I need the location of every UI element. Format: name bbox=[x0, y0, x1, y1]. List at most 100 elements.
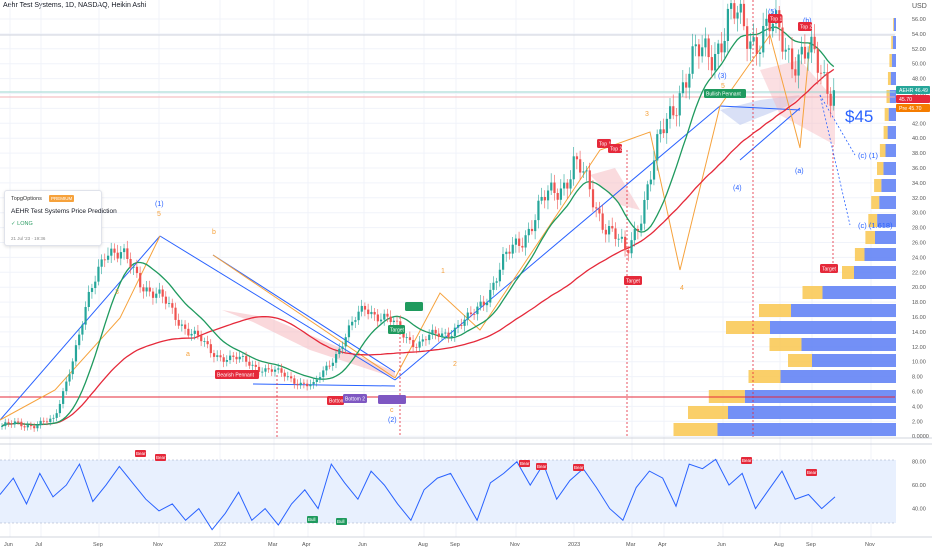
candle-body bbox=[768, 18, 771, 32]
candle-body bbox=[280, 368, 283, 373]
candle-body bbox=[524, 235, 527, 248]
y-tick-label: 20.00 bbox=[912, 285, 926, 291]
x-tick-label: Nov bbox=[153, 542, 163, 548]
vp-bar-down bbox=[673, 423, 718, 436]
candle-body bbox=[819, 72, 823, 74]
candle-body bbox=[318, 377, 322, 380]
candle-body bbox=[508, 251, 511, 254]
annotation-label: Bottom bbox=[329, 399, 345, 405]
vp-bar-up bbox=[883, 162, 896, 175]
candle-body bbox=[23, 426, 26, 428]
rsi-marker-label: Bear bbox=[574, 465, 584, 470]
vp-bar-up bbox=[854, 266, 896, 279]
annotation-badge bbox=[704, 89, 746, 98]
wave-label: (5) bbox=[768, 9, 777, 16]
candle-body bbox=[672, 106, 675, 116]
candle-body bbox=[312, 381, 315, 385]
vp-bar-up bbox=[770, 321, 896, 334]
candle-body bbox=[450, 335, 453, 338]
candle-body bbox=[235, 356, 238, 360]
prediction-card[interactable]: TopgOptions PREMIUM AEHR Test Systems Pr… bbox=[4, 190, 117, 246]
annotation-badge bbox=[624, 276, 642, 285]
candle-body bbox=[193, 330, 196, 334]
vp-bar-up bbox=[875, 231, 896, 244]
candle-body bbox=[126, 248, 129, 259]
candle-body bbox=[633, 229, 636, 241]
candle-body bbox=[177, 319, 180, 326]
y-tick-label: 26.00 bbox=[912, 241, 926, 247]
rsi-marker-label: Bear bbox=[742, 458, 752, 463]
candle-body bbox=[261, 371, 264, 373]
card-title: AEHR Test Systems Price Prediction bbox=[11, 208, 117, 215]
candle-body bbox=[241, 356, 245, 357]
vp-bar-up bbox=[887, 126, 896, 139]
candle-body bbox=[363, 305, 367, 310]
candle-body bbox=[26, 425, 29, 428]
candle-body bbox=[460, 324, 463, 326]
bullish-pennant-shade bbox=[720, 95, 800, 125]
candle-body bbox=[479, 301, 482, 307]
price-tag bbox=[896, 104, 930, 112]
annotation-label: Target bbox=[626, 279, 641, 285]
candle-body bbox=[129, 258, 132, 268]
candle-body bbox=[219, 355, 222, 358]
x-tick-label: Aug bbox=[774, 542, 784, 548]
vp-bar-up bbox=[892, 36, 896, 49]
candle-body bbox=[569, 179, 572, 189]
candle-body bbox=[595, 207, 598, 209]
candle-body bbox=[784, 49, 787, 52]
candle-body bbox=[428, 334, 431, 341]
candle-body bbox=[52, 417, 55, 419]
candle-body bbox=[106, 255, 110, 260]
candle-body bbox=[437, 333, 440, 337]
candle-body bbox=[787, 48, 791, 50]
vp-bar-down bbox=[759, 304, 791, 317]
candle-body bbox=[620, 236, 624, 239]
wave-label: (3) bbox=[718, 73, 727, 80]
rsi-marker-label: Bear bbox=[807, 470, 817, 475]
candle-body bbox=[781, 27, 784, 52]
candle-body bbox=[652, 160, 656, 180]
y-tick-label: 32.00 bbox=[912, 196, 926, 202]
candle-body bbox=[139, 273, 142, 288]
annotation-badge bbox=[378, 395, 406, 404]
long-label: ✓ LONG bbox=[11, 221, 33, 227]
candle-body bbox=[710, 57, 713, 71]
vp-bar-up bbox=[891, 54, 896, 67]
vp-bar-down bbox=[769, 338, 802, 351]
candle-body bbox=[505, 251, 508, 255]
candle-body bbox=[1, 426, 4, 427]
candle-body bbox=[383, 313, 386, 320]
annotation-label: Target bbox=[822, 267, 837, 273]
candle-body bbox=[726, 8, 730, 41]
candle-body bbox=[344, 337, 347, 347]
vp-bar-down bbox=[887, 72, 891, 85]
rsi-marker-label: Bear bbox=[537, 464, 547, 469]
candle-body bbox=[469, 312, 473, 314]
candle-body bbox=[765, 18, 768, 26]
rsi-marker-label: Bear bbox=[520, 461, 530, 466]
y-tick-label: 38.00 bbox=[912, 151, 926, 157]
annotation-label: Target bbox=[390, 328, 405, 334]
candle-body bbox=[601, 213, 604, 230]
wave-label: (2) bbox=[388, 417, 397, 424]
vp-bar-up bbox=[888, 108, 896, 121]
candle-body bbox=[669, 106, 672, 119]
candle-body bbox=[119, 252, 123, 259]
candle-body bbox=[489, 289, 492, 303]
annotation-badge bbox=[405, 302, 423, 311]
candle-body bbox=[482, 301, 485, 306]
candle-body bbox=[579, 159, 582, 173]
candle-body bbox=[530, 228, 534, 232]
projection-lines bbox=[276, 0, 834, 437]
x-tick-label: Jun bbox=[358, 542, 367, 548]
candle-body bbox=[575, 156, 579, 160]
candle-body bbox=[354, 320, 357, 322]
candle-body bbox=[585, 170, 588, 172]
wave-label: 5 bbox=[721, 83, 725, 90]
candle-body bbox=[113, 248, 116, 253]
candle-body bbox=[550, 182, 553, 191]
wave-label: (c) (1.618) bbox=[858, 221, 893, 230]
candle-body bbox=[206, 341, 209, 345]
